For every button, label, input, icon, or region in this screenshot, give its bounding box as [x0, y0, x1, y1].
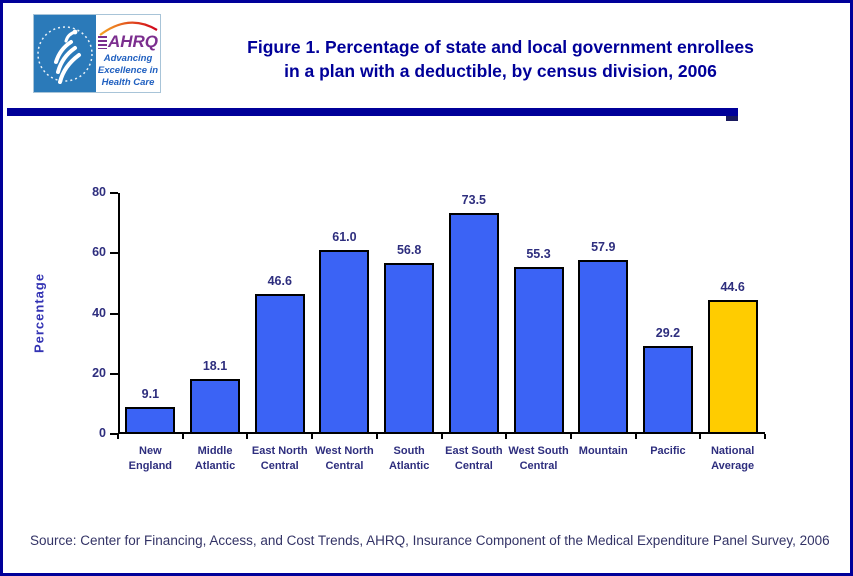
y-axis-title: Percentage — [31, 272, 47, 354]
hhs-seal-icon — [34, 15, 96, 92]
bar — [448, 213, 499, 434]
ahrq-tagline-line1: Advancing — [103, 53, 153, 64]
y-tick-mark — [110, 433, 118, 435]
y-tick-label: 20 — [92, 365, 106, 380]
bar-column: 56.8 South Atlantic — [377, 193, 442, 472]
category-label: East North Central — [251, 445, 308, 472]
bar — [319, 250, 370, 434]
bar — [125, 407, 176, 434]
category-label: Middle Atlantic — [194, 445, 236, 472]
bar-value-label: 9.1 — [141, 387, 160, 401]
ahrq-logo: AHRQ Advancing Excellence in Health Care — [96, 15, 160, 92]
bar-value-label: 57.9 — [591, 240, 616, 254]
category-label: West North Central — [315, 445, 374, 472]
bar-column: 9.1 New England — [118, 193, 183, 472]
bar-value-label: 44.6 — [720, 280, 745, 294]
y-tick-label: 80 — [92, 185, 106, 199]
category-label: Pacific — [650, 445, 686, 457]
category-label: New England — [128, 445, 173, 472]
bar-value-label: 73.5 — [461, 193, 487, 207]
bar — [254, 294, 305, 434]
x-tick-mark — [505, 434, 507, 439]
bar — [578, 260, 629, 434]
x-tick-mark — [699, 434, 701, 439]
ahrq-tagline: Advancing Excellence in Health Care — [96, 53, 160, 89]
bar — [190, 379, 241, 434]
ahrq-wordmark: AHRQ — [96, 32, 160, 52]
bar-value-label: 56.8 — [396, 243, 422, 257]
source-note: Source: Center for Financing, Access, an… — [30, 533, 830, 548]
bar-column: 46.6 East North Central — [247, 193, 312, 472]
bar — [513, 267, 564, 434]
bar-column: 55.3 West South Central — [506, 193, 571, 472]
x-tick-mark — [570, 434, 572, 439]
bar-column: 61.0 West North Central — [312, 193, 377, 472]
x-tick-mark — [764, 434, 766, 439]
bar — [384, 263, 435, 434]
ahrq-tagline-line2: Excellence in — [97, 65, 159, 76]
header-divider-shadow — [726, 116, 738, 121]
bar-column: 18.1 Middle Atlantic — [183, 193, 248, 472]
figure-title-line2: in a plan with a deductible, by census d… — [284, 60, 717, 81]
bar-column: 29.2 Pacific — [636, 193, 701, 457]
bar-value-label: 29.2 — [655, 326, 681, 340]
header-divider-bar — [7, 108, 738, 116]
bar-column: 73.5 East South Central — [442, 193, 507, 472]
x-tick-mark — [246, 434, 248, 439]
x-tick-mark — [376, 434, 378, 439]
y-tick-mark — [110, 252, 118, 255]
agency-logo-block: AHRQ Advancing Excellence in Health Care — [33, 14, 161, 93]
hhs-eagle-icon — [37, 26, 93, 84]
category-label: National Average — [710, 445, 755, 472]
bar-value-label: 18.1 — [202, 359, 228, 373]
x-tick-mark — [182, 434, 184, 439]
y-tick-mark — [110, 192, 118, 194]
category-label: East South Central — [445, 445, 503, 472]
category-label: South Atlantic — [388, 445, 430, 472]
bar-value-label: 46.6 — [267, 274, 292, 288]
bar-column: 44.6 National Average — [700, 193, 765, 472]
y-tick-label: 0 — [99, 426, 106, 440]
y-tick-label: 60 — [92, 245, 106, 260]
x-tick-mark — [441, 434, 443, 439]
bar-column: 57.9 Mountain — [571, 193, 636, 457]
bar-value-label: 55.3 — [526, 247, 551, 261]
ahrq-tagline-line3: Health Care — [101, 77, 155, 88]
plot-area: 0 20 40 60 80 9.1 New England 18.1 Middle Atlant… — [92, 185, 766, 472]
y-axis-line — [118, 193, 120, 434]
figure-title-line1: Figure 1. Percentage of state and local … — [247, 37, 754, 57]
bar — [642, 346, 693, 434]
x-tick-mark — [311, 434, 313, 439]
category-label: West South Central — [508, 445, 569, 472]
category-label: Mountain — [578, 445, 628, 457]
y-tick-mark — [110, 312, 118, 315]
y-tick-mark — [110, 372, 118, 375]
y-tick-label: 40 — [92, 305, 106, 320]
bar-national-average — [707, 300, 758, 434]
bar-value-label: 61.0 — [332, 230, 357, 244]
ahrq-acronym: AHRQ — [107, 32, 159, 51]
ahrq-arc-icon — [99, 21, 158, 36]
x-tick-mark — [635, 434, 637, 439]
x-tick-mark — [117, 434, 119, 439]
figure-title: Figure 1. Percentage of state and local … — [173, 36, 828, 83]
x-axis-line — [118, 432, 765, 434]
ahrq-speedlines-icon — [97, 35, 107, 49]
